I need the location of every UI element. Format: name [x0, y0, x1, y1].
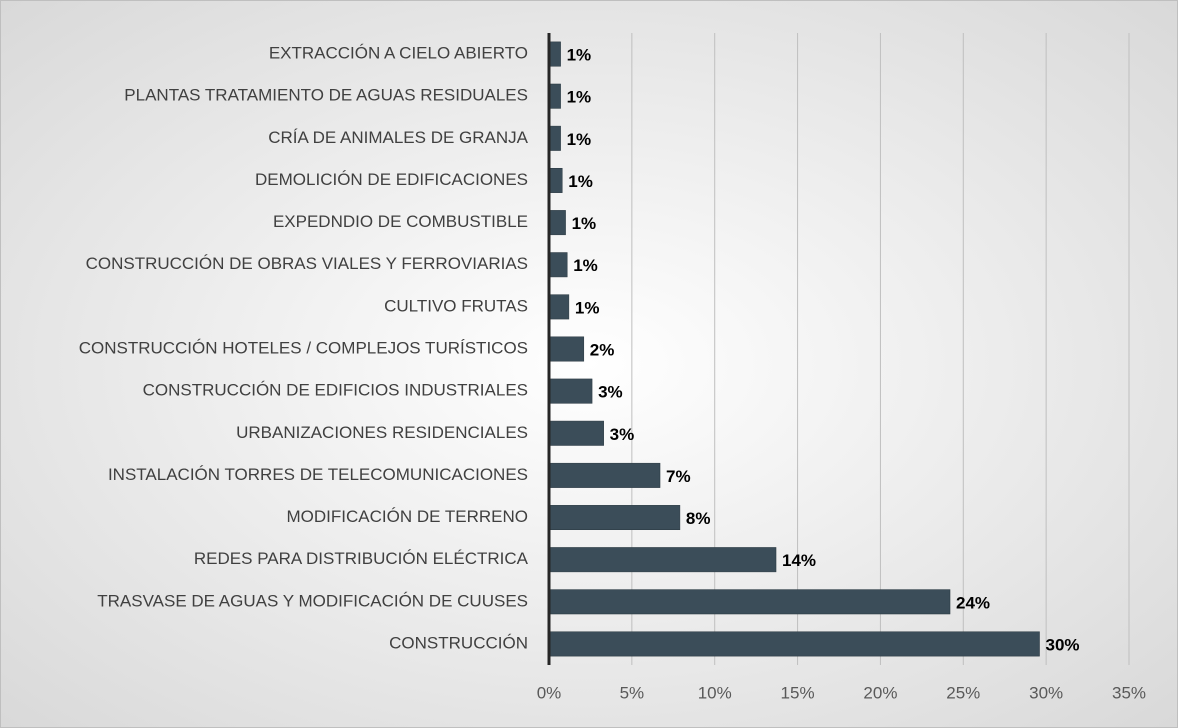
- bar: [548, 336, 585, 362]
- bar: [548, 378, 593, 404]
- bar: [548, 462, 661, 488]
- bar: [548, 420, 604, 446]
- bar: [548, 83, 561, 109]
- x-tick-label: 30%: [1029, 683, 1063, 702]
- value-label: 1%: [575, 298, 600, 317]
- value-label: 14%: [782, 551, 816, 570]
- value-label: 1%: [572, 214, 597, 233]
- y-tick-label: EXTRACCIÓN A CIELO ABIERTO: [269, 44, 528, 63]
- bar: [548, 631, 1040, 657]
- bar: [548, 505, 681, 531]
- y-tick-label: CONSTRUCCIÓN HOTELES / COMPLEJOS TURÍSTI…: [79, 338, 528, 357]
- y-tick-label: CULTIVO FRUTAS: [384, 296, 528, 315]
- bar: [548, 125, 561, 151]
- y-tick-label: INSTALACIÓN TORRES DE TELECOMUNICACIONES: [108, 465, 528, 484]
- y-tick-label: CRÍA DE ANIMALES DE GRANJA: [268, 128, 528, 147]
- value-label: 1%: [573, 256, 598, 275]
- value-label: 1%: [568, 172, 593, 191]
- bar: [548, 252, 568, 278]
- y-tick-label: DEMOLICIÓN DE EDIFICACIONES: [255, 170, 528, 189]
- value-label: 2%: [590, 340, 615, 359]
- bar: [548, 210, 566, 236]
- x-tick-label: 0%: [537, 683, 562, 702]
- bar: [548, 294, 570, 320]
- x-tick-label: 35%: [1112, 683, 1146, 702]
- x-tick-label: 25%: [946, 683, 980, 702]
- value-label: 1%: [567, 46, 592, 65]
- y-tick-label: REDES PARA DISTRIBUCIÓN ELÉCTRICA: [194, 549, 529, 568]
- y-tick-label: TRASVASE DE AGUAS Y MODIFICACIÓN DE CUUS…: [97, 591, 528, 610]
- bar: [548, 167, 563, 193]
- value-label: 7%: [666, 467, 691, 486]
- value-label: 3%: [610, 425, 635, 444]
- y-tick-label: URBANIZACIONES RESIDENCIALES: [236, 423, 528, 442]
- value-label: 3%: [598, 383, 623, 402]
- value-label: 1%: [567, 130, 592, 149]
- y-tick-label: PLANTAS TRATAMIENTO DE AGUAS RESIDUALES: [124, 86, 528, 105]
- x-tick-label: 15%: [781, 683, 815, 702]
- y-tick-label: CONSTRUCCIÓN DE EDIFICIOS INDUSTRIALES: [143, 381, 528, 400]
- y-tick-label: EXPEDNDIO DE COMBUSTIBLE: [273, 212, 528, 231]
- y-tick-label: CONSTRUCCIÓN DE OBRAS VIALES Y FERROVIAR…: [86, 254, 528, 273]
- x-tick-label: 5%: [620, 683, 645, 702]
- bar: [548, 589, 951, 615]
- value-label: 8%: [686, 509, 711, 528]
- bar: [548, 547, 777, 573]
- x-tick-label: 20%: [863, 683, 897, 702]
- x-tick-label: 10%: [698, 683, 732, 702]
- value-label: 24%: [956, 593, 990, 612]
- value-label: 30%: [1046, 635, 1080, 654]
- y-tick-label: MODIFICACIÓN DE TERRENO: [287, 507, 528, 526]
- bar: [548, 41, 561, 67]
- y-tick-label: CONSTRUCCIÓN: [389, 633, 528, 652]
- value-label: 1%: [567, 88, 592, 107]
